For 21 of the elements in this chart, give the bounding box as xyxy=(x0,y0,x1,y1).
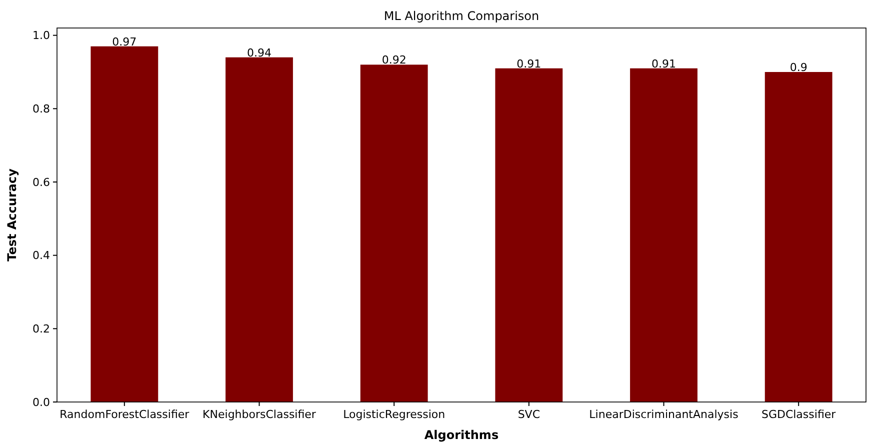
x-tick-label: LogisticRegression xyxy=(343,408,446,421)
chart-title: ML Algorithm Comparison xyxy=(384,9,540,23)
data-label: 0.9 xyxy=(790,61,808,74)
x-tick-label: SGDClassifier xyxy=(761,408,836,421)
y-tick-label: 0.4 xyxy=(32,249,50,262)
y-axis-title: Test Accuracy xyxy=(5,168,19,262)
data-label: 0.92 xyxy=(382,54,406,67)
x-tick-label: SVC xyxy=(518,408,540,421)
x-tick-label: RandomForestClassifier xyxy=(60,408,190,421)
y-tick-label: 0.0 xyxy=(32,396,50,409)
data-label: 0.94 xyxy=(247,46,272,60)
x-tick-label: LinearDiscriminantAnalysis xyxy=(589,408,739,421)
y-tick-label: 1.0 xyxy=(32,29,50,42)
x-axis-title: Algorithms xyxy=(424,428,499,442)
y-tick-label: 0.8 xyxy=(32,102,50,116)
y-tick-label: 0.6 xyxy=(32,176,50,189)
y-tick-label: 0.2 xyxy=(32,322,50,336)
data-label: 0.97 xyxy=(112,35,137,48)
data-label: 0.91 xyxy=(652,57,676,70)
x-tick-label: KNeighborsClassifier xyxy=(202,408,316,421)
data-label: 0.91 xyxy=(516,57,542,70)
